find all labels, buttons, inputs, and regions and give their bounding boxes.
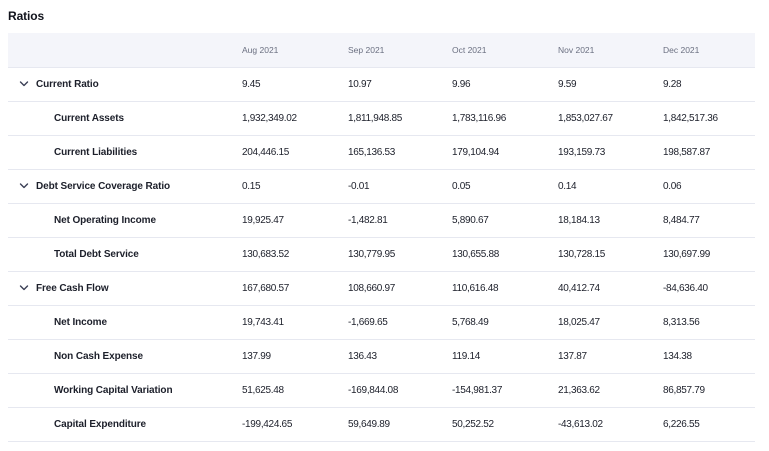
table-cell: 130,779.95 — [348, 249, 396, 260]
table-cell: 193,159.73 — [558, 147, 606, 158]
row-label: Debt Service Coverage Ratio — [36, 181, 171, 192]
chevron-down-icon[interactable] — [19, 182, 29, 190]
section-title: Ratios — [8, 9, 45, 23]
table-cell: 137.87 — [558, 351, 587, 362]
table-cell: 59,649.89 — [348, 419, 390, 430]
table-cell: 10.97 — [348, 79, 372, 90]
table-cell: 0.05 — [452, 181, 471, 192]
table-cell: 108,660.97 — [348, 283, 396, 294]
table-cell: 1,932,349.02 — [242, 113, 297, 124]
table-cell: 9.59 — [558, 79, 577, 90]
table-row-group[interactable]: Current Ratio 9.45 10.97 9.96 9.59 9.28 — [8, 68, 755, 102]
table-cell: 165,136.53 — [348, 147, 396, 158]
row-label: Net Operating Income — [54, 215, 156, 226]
table-row: Net Operating Income 19,925.47 -1,482.81 5,… — [8, 204, 755, 238]
table-row: Net Income 19,743.41 -1,669.65 5,768.49 18,0… — [8, 306, 755, 340]
row-label: Current Ratio — [36, 79, 99, 90]
column-header: Dec 2021 — [663, 45, 700, 55]
table-cell: -199,424.65 — [242, 419, 293, 430]
table-cell: -154,981.37 — [452, 385, 503, 396]
table-cell: 9.96 — [452, 79, 471, 90]
table-cell: 204,446.15 — [242, 147, 290, 158]
table-cell: 5,890.67 — [452, 215, 489, 226]
table-cell: 8,313.56 — [663, 317, 700, 328]
table-cell: 1,842,517.36 — [663, 113, 718, 124]
table-cell: 8,484.77 — [663, 215, 700, 226]
table-cell: 130,683.52 — [242, 249, 290, 260]
table-cell: -84,636.40 — [663, 283, 708, 294]
table-cell: -1,669.65 — [348, 317, 388, 328]
table-row: Current Assets 1,932,349.02 1,811,948.85 1,… — [8, 102, 755, 136]
row-label: Net Income — [54, 317, 107, 328]
table-cell: 137.99 — [242, 351, 271, 362]
table-cell: 9.45 — [242, 79, 261, 90]
table-cell: 0.06 — [663, 181, 682, 192]
column-header: Oct 2021 — [452, 45, 487, 55]
chevron-down-icon[interactable] — [19, 80, 29, 88]
column-header: Nov 2021 — [558, 45, 595, 55]
table-cell: 19,925.47 — [242, 215, 284, 226]
table-cell: 18,025.47 — [558, 317, 600, 328]
table-row: Working Capital Variation 51,625.48 -169,8… — [8, 374, 755, 408]
table-cell: 0.15 — [242, 181, 261, 192]
table-cell: 179,104.94 — [452, 147, 500, 158]
table-cell: 6,226.55 — [663, 419, 700, 430]
table-cell: 167,680.57 — [242, 283, 290, 294]
table-cell: 119.14 — [452, 351, 481, 362]
table-cell: 130,697.99 — [663, 249, 711, 260]
table-cell: -0.01 — [348, 181, 370, 192]
table-row-group[interactable]: Free Cash Flow 167,680.57 108,660.97 110,61… — [8, 272, 755, 306]
table-cell: 134.38 — [663, 351, 692, 362]
row-label: Free Cash Flow — [36, 283, 109, 294]
column-header: Aug 2021 — [242, 45, 279, 55]
ratios-table: Aug 2021 Sep 2021 Oct 2021 Nov 2021 Dec … — [8, 33, 755, 442]
table-cell: 50,252.52 — [452, 419, 494, 430]
table-cell: 18,184.13 — [558, 215, 600, 226]
table-cell: -1,482.81 — [348, 215, 388, 226]
table-cell: -169,844.08 — [348, 385, 399, 396]
table-cell: 1,811,948.85 — [348, 113, 403, 124]
row-label: Current Assets — [54, 113, 124, 124]
table-cell: 136.43 — [348, 351, 377, 362]
table-cell: 130,728.15 — [558, 249, 606, 260]
table-body: Current Ratio 9.45 10.97 9.96 9.59 9.28 Curren… — [8, 68, 755, 442]
table-cell: -43,613.02 — [558, 419, 603, 430]
table-cell: 21,363.62 — [558, 385, 600, 396]
table-cell: 1,853,027.67 — [558, 113, 613, 124]
table-row-group[interactable]: Debt Service Coverage Ratio 0.15 -0.01 0.05… — [8, 170, 755, 204]
row-label: Current Liabilities — [54, 147, 138, 158]
chevron-down-icon[interactable] — [19, 284, 29, 292]
table-cell: 110,616.48 — [452, 283, 499, 294]
table-row: Current Liabilities 204,446.15 165,136.53 1… — [8, 136, 755, 170]
column-header: Sep 2021 — [348, 45, 385, 55]
table-row: Non Cash Expense 137.99 136.43 119.14 137.87… — [8, 340, 755, 374]
table-cell: 1,783,116.96 — [452, 113, 507, 124]
table-row: Total Debt Service 130,683.52 130,779.95 13… — [8, 238, 755, 272]
table-cell: 51,625.48 — [242, 385, 284, 396]
row-label: Working Capital Variation — [54, 385, 173, 396]
row-label: Non Cash Expense — [54, 351, 143, 362]
table-header: Aug 2021 Sep 2021 Oct 2021 Nov 2021 Dec … — [8, 33, 755, 68]
table-cell: 5,768.49 — [452, 317, 489, 328]
row-label: Total Debt Service — [54, 249, 139, 260]
table-cell: 40,412.74 — [558, 283, 600, 294]
table-cell: 130,655.88 — [452, 249, 500, 260]
table-row: Capital Expenditure -199,424.65 59,649.89 5… — [8, 408, 755, 442]
table-cell: 86,857.79 — [663, 385, 705, 396]
row-label: Capital Expenditure — [54, 419, 147, 430]
table-cell: 198,587.87 — [663, 147, 711, 158]
table-cell: 9.28 — [663, 79, 682, 90]
table-cell: 0.14 — [558, 181, 577, 192]
table-cell: 19,743.41 — [242, 317, 284, 328]
